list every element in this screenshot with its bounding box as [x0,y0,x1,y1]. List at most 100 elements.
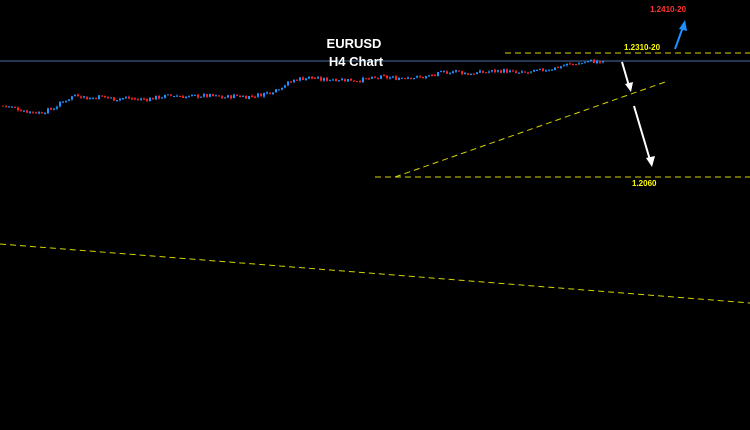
candle-body [341,78,343,81]
candle-body [116,99,118,101]
candle-body [569,63,571,65]
candle-body [512,70,514,72]
candle-body [254,96,256,98]
candle-body [365,78,367,80]
candle-body [581,63,583,65]
candle-body [464,72,466,75]
candle-body [536,70,538,72]
candle-body [14,107,16,109]
candle-body [137,99,139,101]
candle-body [122,98,124,100]
candle-body [212,94,214,97]
candle-body [257,93,259,97]
candle-body [173,95,175,97]
candle-body [527,72,529,74]
candle-body [32,111,34,113]
candle-body [260,93,262,97]
candle-body [431,75,433,77]
candle-body [155,95,157,100]
candle-body [344,79,346,82]
candle-body [413,77,415,79]
candle-body [455,70,457,72]
candle-body [272,92,274,95]
candle-body [62,101,64,103]
candle-body [290,81,292,83]
candle-body [374,76,376,78]
candle-body [227,95,229,98]
candle-body [128,96,130,99]
candle-body [320,77,322,81]
candle-body [470,74,472,76]
candle-body [350,78,352,81]
candle-body [110,97,112,99]
candle-body [362,77,364,83]
long-term-trendline [0,243,750,304]
candle-body [458,70,460,72]
candle-body [281,87,283,90]
candle-body [398,77,400,80]
short-pullback-arrow-icon [621,61,633,92]
candle-body [11,106,13,108]
candle-body [86,96,88,100]
candle-body [242,95,244,97]
candle-body [17,107,19,111]
candle-body [545,70,547,72]
candle-body [206,94,208,97]
candle-body [530,71,532,73]
candle-body [113,97,115,101]
candle-body [380,75,382,79]
candle-body [395,76,397,80]
candle-body [338,80,340,82]
candle-body [557,66,559,69]
candle-body [302,77,304,80]
candle-body [572,63,574,65]
candle-body [167,94,169,96]
candle-body [371,76,373,79]
candle-body [446,71,448,74]
candle-body [425,76,427,79]
candle-body [428,75,430,77]
candle-body [488,71,490,73]
candle-body [149,98,151,102]
candle-body [599,61,601,63]
candle-body [494,69,496,73]
rising-trendline [394,80,669,178]
candle-body [71,96,73,100]
candle-body [68,99,70,101]
candle-body [578,63,580,65]
candle-body [194,94,196,96]
candle-body [248,96,250,100]
downside-target-arrow-icon [633,105,655,167]
upside-target-label: 1.2410-20 [650,5,687,14]
candle-body [497,70,499,72]
candle-body [203,94,205,97]
candle-body [23,110,25,112]
support-label: 1.2060 [632,179,657,188]
candle-body [422,77,424,79]
candle-body [335,79,337,82]
candle-body [551,69,553,71]
candle-body [401,77,403,79]
candle-body [161,97,163,99]
candle-body [92,97,94,99]
candle-body [407,77,409,79]
candle-body [143,98,145,100]
candle-body [554,67,556,70]
candle-body [359,81,361,83]
candle-body [233,94,235,99]
candle-body [101,95,103,97]
candle-body [317,77,319,79]
candle-body [35,112,37,114]
candle-body [332,79,334,81]
candle-body [146,99,148,101]
candle-body [452,71,454,74]
candle-body [476,72,478,75]
candle-body [533,69,535,72]
candle-body [563,65,565,67]
candlestick-series [2,58,604,115]
candle-body [266,92,268,94]
candle-body [182,96,184,98]
candle-body [200,96,202,98]
